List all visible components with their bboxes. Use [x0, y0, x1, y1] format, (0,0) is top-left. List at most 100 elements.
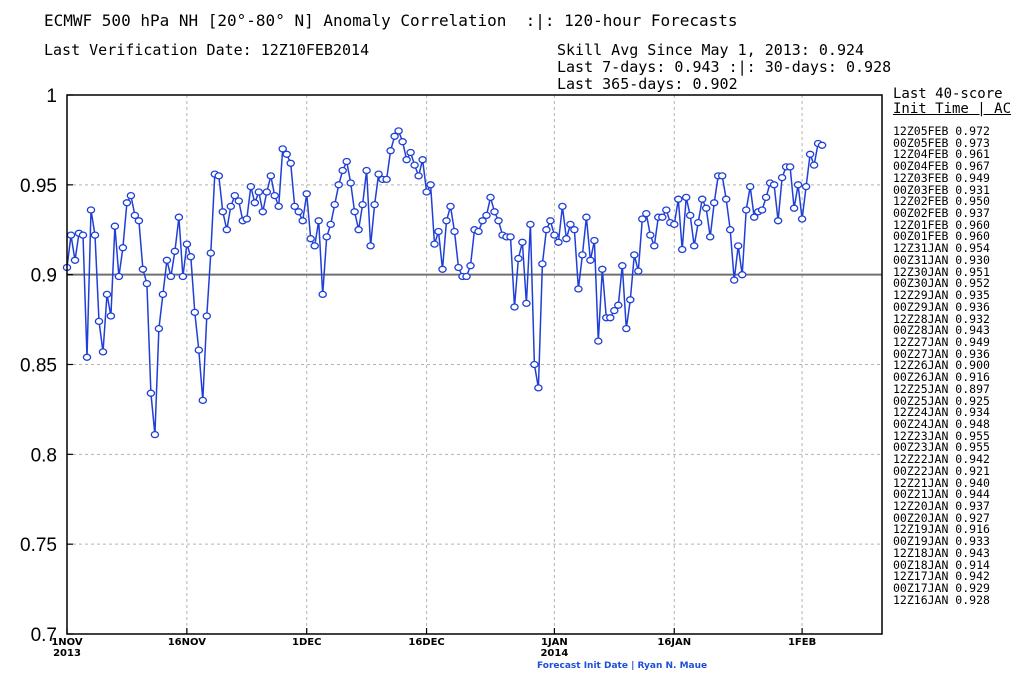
data-point: [697, 195, 707, 203]
data-point: [638, 215, 647, 223]
data-point: [729, 276, 739, 284]
y-tick-label: 0.75: [20, 535, 57, 556]
data-point: [650, 242, 659, 250]
series-points: [62, 127, 827, 439]
data-point: [174, 213, 184, 221]
data-point: [142, 279, 152, 288]
data-point: [150, 430, 160, 439]
score-list-item: 00Z17JAN 0.929: [893, 581, 990, 596]
score-list-item: 12Z03FEB 0.949: [893, 170, 990, 185]
data-point: [86, 206, 96, 214]
score-list-item: 00Z30JAN 0.952: [893, 276, 990, 291]
y-tick-label: 0.7: [31, 625, 57, 646]
data-point: [126, 191, 136, 200]
y-tick-label: 0.95: [20, 176, 57, 197]
score-list-item: 12Z28JAN 0.932: [893, 311, 990, 326]
score-list-item: 12Z23JAN 0.955: [893, 428, 990, 443]
score-list-item: 12Z31JAN 0.954: [893, 241, 990, 256]
data-point: [817, 141, 827, 149]
data-point: [382, 175, 391, 184]
data-point: [138, 265, 148, 273]
data-point: [98, 348, 108, 356]
data-point: [274, 202, 283, 211]
data-point: [474, 227, 483, 236]
data-point: [262, 188, 272, 196]
data-point: [514, 254, 523, 263]
data-point: [78, 231, 88, 239]
score-list-item: 12Z19JAN 0.916: [893, 522, 990, 537]
data-point: [302, 190, 311, 198]
data-point: [334, 181, 343, 189]
skill-365: Last 365-days: 0.902: [557, 75, 738, 93]
data-point: [701, 204, 711, 212]
data-point: [466, 262, 475, 270]
x-tick-label: 1DEC: [292, 637, 321, 648]
data-point: [402, 156, 411, 164]
data-point: [705, 233, 715, 241]
data-point: [314, 217, 323, 225]
data-point: [566, 220, 575, 229]
data-point: [594, 337, 603, 345]
data-point: [90, 231, 100, 239]
score-list-item: 00Z01FEB 0.960: [893, 229, 990, 244]
data-point: [745, 182, 755, 191]
data-point: [434, 227, 443, 236]
data-point: [677, 245, 687, 254]
score-list-item: 00Z04FEB 0.967: [893, 159, 990, 174]
data-point: [773, 217, 783, 225]
data-point: [418, 156, 427, 164]
data-point: [286, 159, 295, 167]
data-point: [454, 263, 463, 272]
data-point: [582, 213, 591, 221]
data-point: [486, 193, 495, 202]
x-tick-label: 1NOV: [51, 637, 83, 648]
data-point: [717, 172, 727, 180]
data-point: [670, 220, 679, 229]
y-tick-label: 1: [46, 86, 57, 107]
score-list-item: 00Z23JAN 0.955: [893, 440, 990, 455]
data-point: [681, 193, 691, 202]
y-axis-ticks: 0.7 0.75 0.8 0.85 0.9 0.95 1: [20, 86, 73, 646]
data-point: [230, 191, 240, 200]
data-point: [586, 256, 595, 264]
data-point: [170, 247, 180, 255]
score-list-item: 00Z24JAN 0.948: [893, 416, 990, 431]
data-point: [801, 182, 811, 191]
data-point: [330, 200, 339, 209]
data-point: [761, 193, 771, 202]
score-panel-heading: Last 40-score: [893, 86, 1003, 102]
data-point: [430, 240, 439, 248]
data-point: [270, 191, 279, 200]
data-point: [354, 226, 363, 234]
data-point: [618, 262, 627, 270]
x-tick-label: 16DEC: [408, 637, 444, 648]
x-tick-label: 16NOV: [168, 637, 207, 648]
series-line: [66, 129, 823, 435]
data-point: [630, 251, 639, 259]
skill-average: Skill Avg Since May 1, 2013: 0.924: [557, 41, 865, 59]
data-point: [634, 267, 643, 275]
data-point: [342, 157, 351, 166]
data-point: [658, 213, 667, 221]
data-point: [482, 211, 491, 220]
data-point: [350, 208, 359, 216]
data-point: [66, 231, 76, 239]
data-point: [689, 242, 699, 250]
skill-recent: Last 7-days: 0.943 :|: 30-days: 0.928: [557, 58, 892, 76]
data-point: [410, 161, 419, 169]
data-point: [793, 181, 803, 189]
x-tick-label: 16JAN: [657, 637, 691, 648]
score-list-item: 00Z26JAN 0.916: [893, 370, 990, 385]
data-point: [166, 272, 176, 281]
data-point: [622, 324, 631, 333]
data-point: [685, 211, 695, 220]
score-list-item: 00Z20JAN 0.927: [893, 510, 990, 525]
data-point: [322, 233, 331, 241]
data-point: [198, 396, 208, 405]
x-axis-credit: Forecast Init Date | Ryan N. Maue: [537, 661, 708, 671]
data-point: [202, 312, 212, 320]
data-point: [646, 231, 655, 239]
data-point: [530, 360, 539, 369]
score-list-item: 12Z22JAN 0.942: [893, 452, 990, 467]
data-point: [258, 208, 268, 216]
